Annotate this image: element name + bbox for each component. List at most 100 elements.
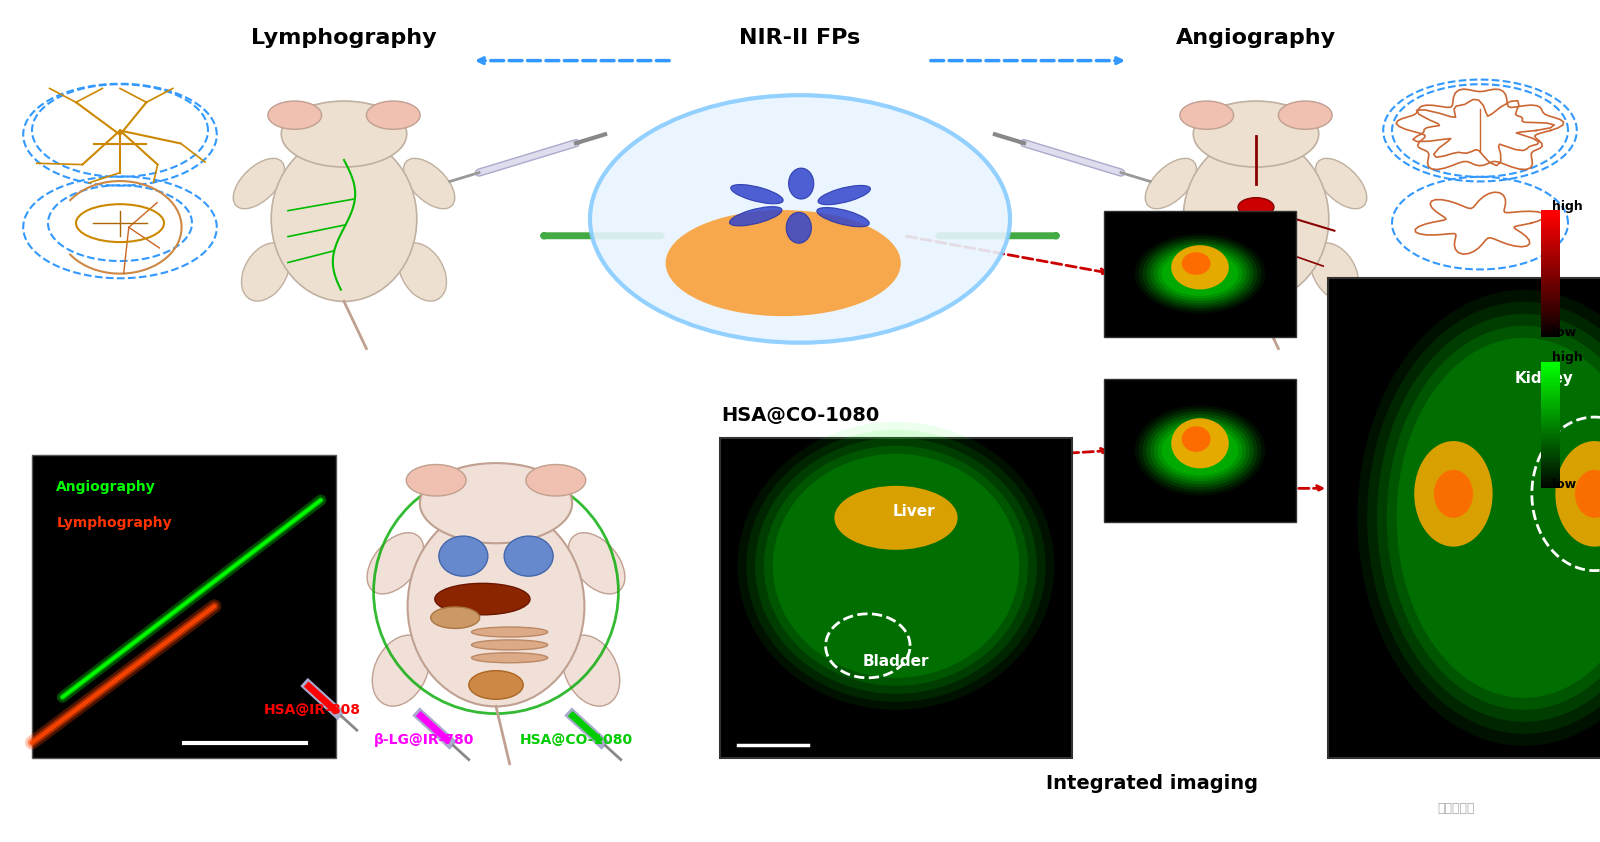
Bar: [1541, 327, 1560, 329]
Bar: [1541, 481, 1560, 483]
Bar: [1541, 291, 1560, 294]
Bar: [1541, 312, 1560, 314]
Text: β-LG@IR-780: β-LG@IR-780: [374, 733, 474, 747]
Bar: [1541, 476, 1560, 478]
Bar: [1541, 301, 1560, 304]
Bar: [1541, 304, 1560, 306]
Ellipse shape: [563, 635, 619, 706]
Circle shape: [1278, 101, 1333, 130]
Bar: [1541, 266, 1560, 269]
Bar: [1541, 221, 1560, 223]
Bar: [1541, 261, 1560, 264]
Ellipse shape: [773, 454, 1019, 678]
Ellipse shape: [1397, 338, 1600, 698]
Bar: [1541, 382, 1560, 385]
Bar: [1541, 314, 1560, 317]
Ellipse shape: [1378, 314, 1600, 722]
Bar: [1541, 405, 1560, 408]
Text: Integrated imaging: Integrated imaging: [1046, 774, 1258, 792]
Ellipse shape: [430, 607, 480, 628]
Bar: [1541, 322, 1560, 324]
Ellipse shape: [403, 158, 454, 209]
Ellipse shape: [1171, 418, 1229, 468]
Bar: [1541, 241, 1560, 243]
Bar: [1541, 370, 1560, 372]
Ellipse shape: [747, 429, 1046, 702]
Ellipse shape: [234, 158, 285, 209]
Ellipse shape: [1142, 411, 1258, 490]
Ellipse shape: [472, 653, 547, 663]
Bar: [1541, 228, 1560, 231]
Bar: [1541, 236, 1560, 238]
Bar: [1541, 309, 1560, 312]
Bar: [1541, 423, 1560, 425]
Bar: [1541, 329, 1560, 332]
Bar: [1541, 380, 1560, 382]
Ellipse shape: [242, 242, 290, 301]
Text: low: low: [1552, 326, 1576, 339]
Circle shape: [469, 670, 523, 699]
Bar: [1541, 324, 1560, 327]
Bar: [1541, 334, 1560, 337]
Ellipse shape: [373, 635, 429, 706]
Bar: [1541, 256, 1560, 258]
Text: 仪器信息网: 仪器信息网: [1437, 802, 1475, 815]
Ellipse shape: [398, 242, 446, 301]
Bar: [1541, 289, 1560, 291]
Bar: [1541, 385, 1560, 387]
Ellipse shape: [590, 95, 1010, 343]
Ellipse shape: [765, 446, 1027, 685]
FancyBboxPatch shape: [720, 438, 1072, 758]
Ellipse shape: [1310, 242, 1358, 301]
Bar: [1541, 269, 1560, 271]
Text: Kidney: Kidney: [1514, 371, 1573, 386]
Bar: [1541, 367, 1560, 370]
Ellipse shape: [1574, 470, 1600, 518]
Bar: [1541, 231, 1560, 233]
FancyBboxPatch shape: [1104, 210, 1296, 337]
Bar: [1541, 319, 1560, 322]
Bar: [1541, 372, 1560, 375]
Ellipse shape: [438, 536, 488, 576]
Text: HSA@CO-1080: HSA@CO-1080: [520, 733, 632, 747]
Bar: [1541, 387, 1560, 390]
Text: high: high: [1552, 200, 1582, 213]
Bar: [1541, 271, 1560, 274]
Ellipse shape: [1171, 245, 1229, 290]
Ellipse shape: [408, 506, 584, 706]
Bar: [1541, 251, 1560, 253]
Bar: [1541, 213, 1560, 216]
Ellipse shape: [1162, 425, 1238, 476]
Text: low: low: [1552, 477, 1576, 491]
Circle shape: [1238, 198, 1274, 216]
Bar: [1541, 246, 1560, 248]
Ellipse shape: [1150, 244, 1250, 303]
Bar: [1541, 243, 1560, 246]
Bar: [1541, 486, 1560, 488]
Bar: [1541, 258, 1560, 261]
Bar: [1541, 286, 1560, 289]
Text: Angiography: Angiography: [1176, 28, 1336, 48]
Bar: [1541, 410, 1560, 413]
Ellipse shape: [1154, 242, 1202, 301]
Bar: [1541, 281, 1560, 284]
Ellipse shape: [1154, 247, 1246, 301]
Bar: [1541, 210, 1560, 213]
Bar: [1541, 453, 1560, 456]
Ellipse shape: [1184, 136, 1330, 301]
Ellipse shape: [1315, 158, 1366, 209]
Bar: [1541, 238, 1560, 241]
FancyBboxPatch shape: [1328, 278, 1600, 758]
Ellipse shape: [730, 206, 782, 226]
Bar: [1541, 284, 1560, 286]
Bar: [1541, 445, 1560, 448]
Circle shape: [282, 101, 406, 167]
Ellipse shape: [666, 210, 901, 317]
Bar: [1541, 274, 1560, 276]
Ellipse shape: [1139, 237, 1261, 311]
Ellipse shape: [731, 184, 782, 204]
Bar: [1541, 377, 1560, 380]
Ellipse shape: [1146, 158, 1197, 209]
Bar: [1541, 248, 1560, 251]
Bar: [1541, 408, 1560, 410]
